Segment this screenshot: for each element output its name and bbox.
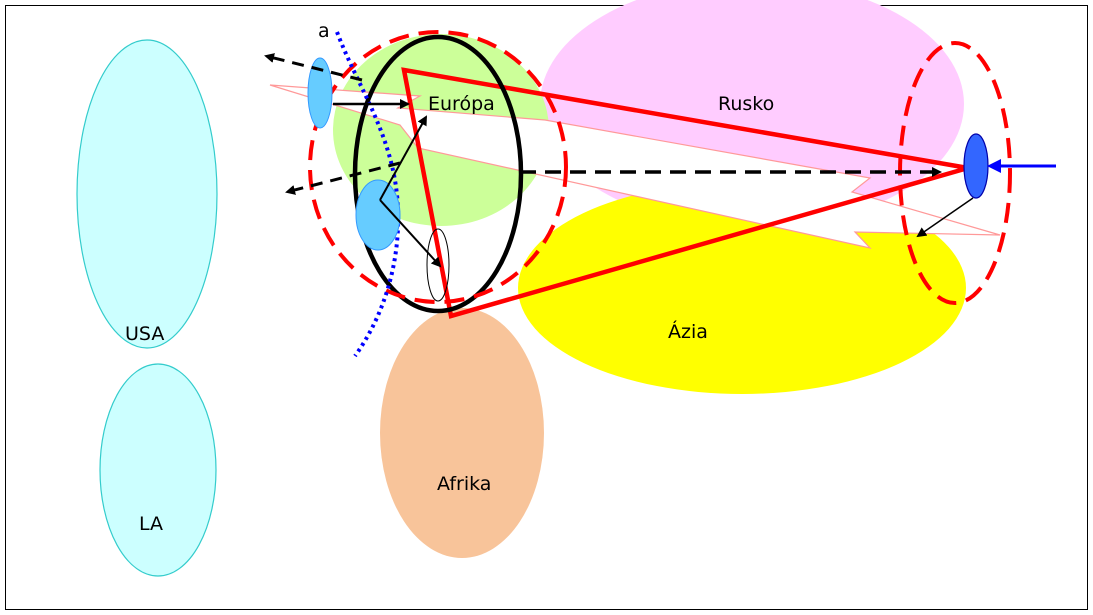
usa-region xyxy=(76,39,218,349)
node-middle-left xyxy=(355,179,401,251)
afrika-label: Afrika xyxy=(437,473,491,495)
la-region xyxy=(99,363,217,577)
arrow-mid-node-down xyxy=(379,199,442,268)
node-right xyxy=(963,133,989,199)
arrow-mid-node-up xyxy=(379,115,427,201)
dashed-arrow-top-left xyxy=(264,53,363,82)
red-dashed-ellipse-left xyxy=(308,30,568,304)
europa-label: Európa xyxy=(428,93,495,115)
line-a-label: a xyxy=(318,20,330,42)
afrika-region xyxy=(380,308,544,558)
azia-label: Ázia xyxy=(668,320,708,343)
la-label: LA xyxy=(139,513,163,535)
small-thin-ellipse xyxy=(426,228,450,302)
node-top-left xyxy=(307,57,333,129)
red-triangle xyxy=(401,67,969,319)
usa-label: USA xyxy=(125,323,164,345)
rusko-label: Rusko xyxy=(718,93,774,115)
arrow-right-node-down xyxy=(916,197,974,238)
